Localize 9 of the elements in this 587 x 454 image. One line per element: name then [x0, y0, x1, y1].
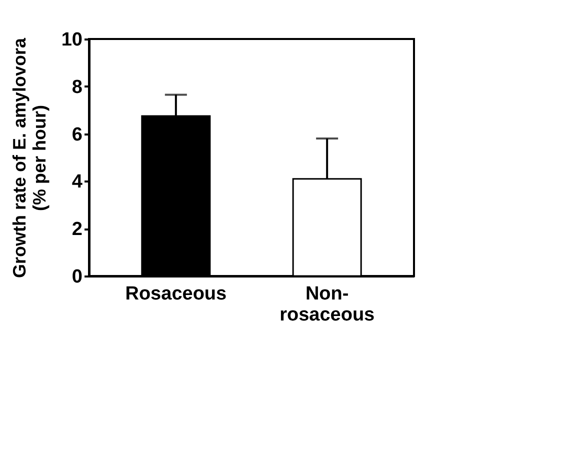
y-tick-label: 4	[72, 172, 83, 193]
y-tick-label: 10	[61, 30, 82, 50]
y-tick-label: 2	[72, 219, 82, 240]
x-tick-label: Rosaceous	[125, 284, 227, 304]
y-axis-title: Growth rate of E. amylovora (% per hour)	[9, 36, 50, 278]
y-tick-label: 0	[72, 266, 82, 288]
x-tick-label: Non-rosaceous	[280, 284, 375, 326]
y-tick-label: 8	[72, 76, 82, 98]
y-tick-label: 6	[72, 124, 82, 146]
